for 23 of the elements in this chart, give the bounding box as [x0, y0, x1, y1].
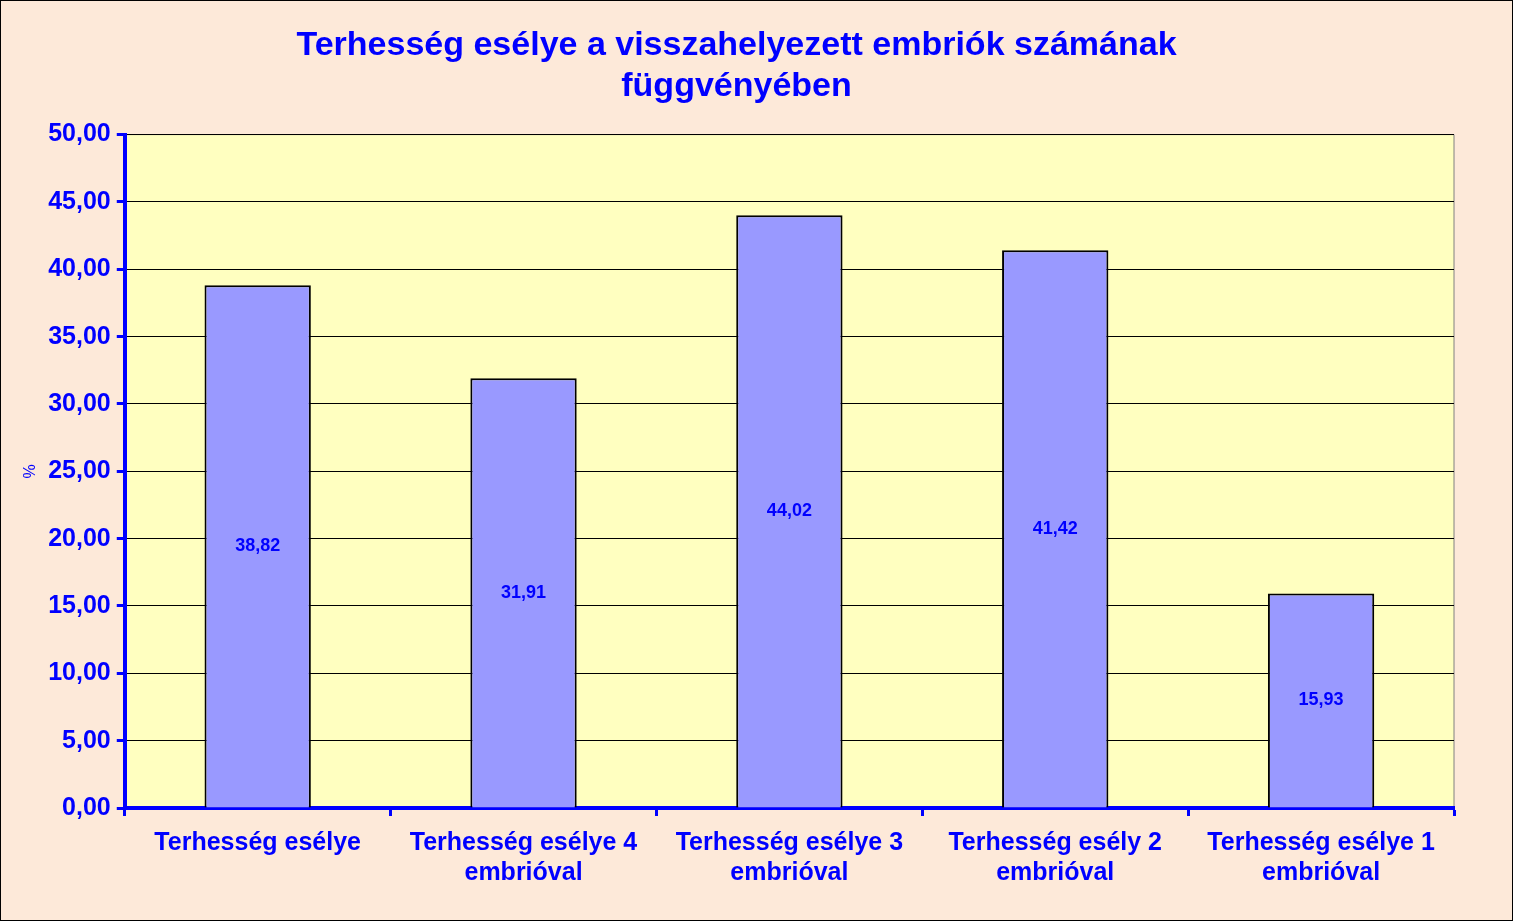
y-tick-label: 40,00 [48, 253, 111, 282]
x-tick-label: Terhesség esélye [154, 826, 362, 855]
data-label: 38,82 [235, 535, 281, 556]
y-tick-label: 5,00 [62, 724, 111, 753]
x-tick-label: Terhesség esélye 3 embrióval [675, 826, 904, 885]
y-tick-label: 15,00 [48, 589, 111, 618]
y-axis-title: % [21, 464, 39, 479]
y-tick-label: 30,00 [48, 387, 111, 416]
data-label: 15,93 [1298, 689, 1344, 710]
y-tick-label: 50,00 [48, 118, 111, 147]
chart-title: Terhesség esélye a visszahelyezett embriók számának függvényében [296, 23, 1177, 103]
x-tick-label: Terhesség esélye 1 embrióval [1207, 826, 1435, 885]
data-label: 31,91 [501, 581, 547, 602]
y-tick-label: 10,00 [48, 657, 111, 686]
y-tick-label: 0,00 [62, 791, 111, 820]
y-tick-label: 20,00 [48, 522, 111, 551]
y-tick-label: 25,00 [48, 455, 111, 484]
y-tick-label: 35,00 [48, 320, 111, 349]
x-tick-label: Terhesség esély 2 embrióval [948, 826, 1163, 885]
data-label: 41,42 [1032, 517, 1078, 538]
x-tick-label: Terhesség esélye 4 embrióval [409, 826, 638, 885]
y-tick-label: 45,00 [48, 185, 111, 214]
data-label: 44,02 [766, 500, 812, 521]
